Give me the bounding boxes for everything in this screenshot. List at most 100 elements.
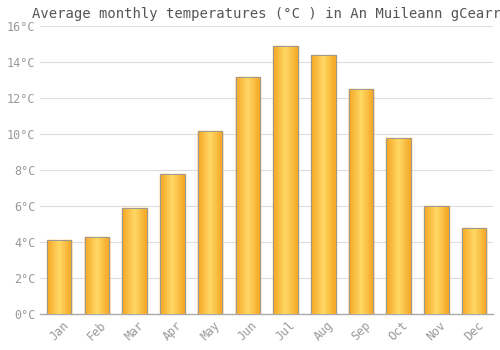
- Bar: [319, 55, 320, 314]
- Bar: [129, 208, 130, 314]
- Bar: [257, 77, 258, 314]
- Bar: [63, 240, 64, 314]
- Bar: [128, 208, 129, 314]
- Bar: [394, 138, 395, 314]
- Bar: [356, 89, 358, 314]
- Bar: [368, 89, 369, 314]
- Bar: [398, 138, 400, 314]
- Bar: [328, 55, 329, 314]
- Bar: [296, 46, 297, 314]
- Bar: [483, 228, 484, 314]
- Bar: [279, 46, 280, 314]
- Bar: [213, 131, 214, 314]
- Bar: [432, 206, 433, 314]
- Bar: [238, 77, 239, 314]
- Bar: [397, 138, 398, 314]
- Bar: [108, 237, 109, 314]
- Bar: [425, 206, 426, 314]
- Bar: [286, 46, 287, 314]
- Bar: [135, 208, 136, 314]
- Bar: [130, 208, 131, 314]
- Bar: [481, 228, 482, 314]
- Bar: [89, 237, 90, 314]
- Bar: [479, 228, 480, 314]
- Bar: [132, 208, 133, 314]
- Bar: [468, 228, 469, 314]
- Bar: [402, 138, 403, 314]
- Bar: [351, 89, 352, 314]
- Bar: [174, 174, 175, 314]
- Bar: [401, 138, 402, 314]
- Bar: [92, 237, 93, 314]
- Bar: [86, 237, 87, 314]
- Bar: [136, 208, 137, 314]
- Bar: [396, 138, 397, 314]
- Bar: [367, 89, 368, 314]
- Bar: [94, 237, 95, 314]
- Bar: [104, 237, 105, 314]
- Bar: [198, 131, 199, 314]
- Bar: [47, 240, 72, 314]
- Bar: [180, 174, 181, 314]
- Bar: [71, 240, 72, 314]
- Bar: [215, 131, 216, 314]
- Bar: [237, 77, 238, 314]
- Bar: [206, 131, 207, 314]
- Bar: [390, 138, 391, 314]
- Bar: [252, 77, 254, 314]
- Bar: [245, 77, 246, 314]
- Bar: [212, 131, 213, 314]
- Bar: [172, 174, 173, 314]
- Bar: [167, 174, 168, 314]
- Bar: [70, 240, 71, 314]
- Bar: [335, 55, 336, 314]
- Bar: [350, 89, 351, 314]
- Bar: [278, 46, 279, 314]
- Bar: [482, 228, 483, 314]
- Bar: [160, 174, 184, 314]
- Bar: [95, 237, 96, 314]
- Bar: [437, 206, 438, 314]
- Bar: [333, 55, 334, 314]
- Bar: [162, 174, 163, 314]
- Bar: [250, 77, 251, 314]
- Bar: [51, 240, 52, 314]
- Bar: [327, 55, 328, 314]
- Bar: [179, 174, 180, 314]
- Bar: [100, 237, 101, 314]
- Bar: [280, 46, 281, 314]
- Bar: [59, 240, 60, 314]
- Bar: [410, 138, 411, 314]
- Bar: [66, 240, 67, 314]
- Bar: [58, 240, 59, 314]
- Bar: [274, 46, 298, 314]
- Bar: [105, 237, 106, 314]
- Bar: [324, 55, 325, 314]
- Bar: [442, 206, 443, 314]
- Bar: [178, 174, 179, 314]
- Bar: [61, 240, 62, 314]
- Bar: [484, 228, 485, 314]
- Bar: [283, 46, 284, 314]
- Bar: [96, 237, 97, 314]
- Bar: [141, 208, 142, 314]
- Bar: [462, 228, 463, 314]
- Bar: [102, 237, 103, 314]
- Bar: [359, 89, 360, 314]
- Bar: [406, 138, 408, 314]
- Bar: [182, 174, 183, 314]
- Bar: [445, 206, 446, 314]
- Bar: [428, 206, 429, 314]
- Bar: [176, 174, 178, 314]
- Bar: [139, 208, 140, 314]
- Bar: [248, 77, 249, 314]
- Bar: [400, 138, 401, 314]
- Bar: [329, 55, 330, 314]
- Bar: [317, 55, 318, 314]
- Bar: [372, 89, 374, 314]
- Bar: [334, 55, 335, 314]
- Bar: [209, 131, 210, 314]
- Bar: [274, 46, 275, 314]
- Bar: [354, 89, 355, 314]
- Bar: [244, 77, 245, 314]
